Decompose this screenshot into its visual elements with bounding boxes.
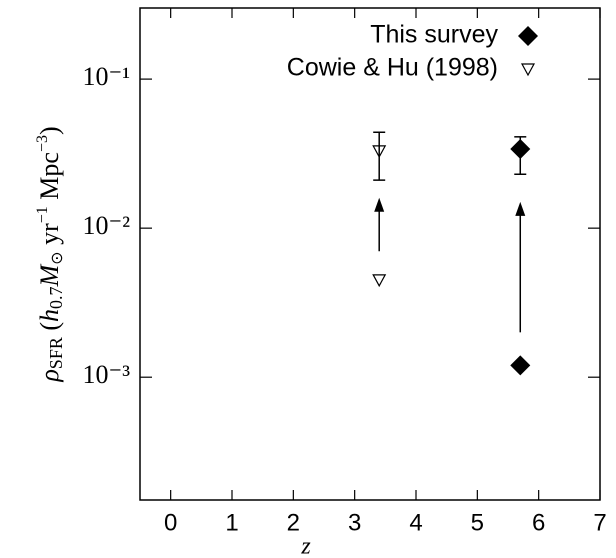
- x-tick-label: 0: [164, 509, 177, 536]
- y-tick-label: 10⁻²: [82, 211, 130, 240]
- y-axis-label-part: M: [35, 263, 64, 287]
- y-axis-label-part: −1: [34, 206, 51, 223]
- x-tick-label: 7: [593, 509, 606, 536]
- arrow-head: [374, 197, 385, 212]
- y-axis-label-part: −3: [34, 135, 51, 152]
- y-axis-label-part: ⊙: [49, 251, 66, 264]
- x-tick-label: 4: [409, 509, 422, 536]
- legend-marker: [520, 63, 536, 77]
- y-axis-label-part: yr: [35, 223, 64, 252]
- x-tick-label: 3: [348, 509, 361, 536]
- y-axis-label-part: 0.7: [46, 286, 66, 309]
- y-axis-label-part: h: [35, 309, 64, 322]
- data-point: [510, 355, 531, 376]
- y-axis-label-part: SFR: [46, 337, 66, 369]
- y-axis-label: ρSFR (h0.7M⊙ yr−1 Mpc−3): [34, 126, 66, 382]
- plot-frame: [139, 7, 601, 501]
- y-axis-label-part: (: [35, 322, 64, 337]
- legend-label: This survey: [370, 21, 498, 49]
- y-axis-label-part: Mpc: [35, 152, 64, 206]
- data-point: [372, 274, 387, 288]
- y-tick-label: 10⁻¹: [82, 62, 130, 91]
- data-point: [510, 138, 531, 159]
- y-axis-label-part: ): [35, 126, 64, 135]
- data-point: [372, 145, 387, 159]
- x-tick-label: 6: [532, 509, 545, 536]
- x-tick-label: 2: [287, 509, 300, 536]
- x-tick-label: 1: [225, 509, 238, 536]
- x-tick-label: 5: [471, 509, 484, 536]
- legend-marker: [518, 26, 538, 46]
- y-tick-label: 10⁻³: [82, 360, 130, 389]
- x-axis-label: z: [300, 534, 311, 558]
- y-axis-label-part: ρ: [35, 369, 64, 382]
- legend-label: Cowie & Hu (1998): [287, 54, 498, 82]
- arrow-head: [515, 201, 526, 216]
